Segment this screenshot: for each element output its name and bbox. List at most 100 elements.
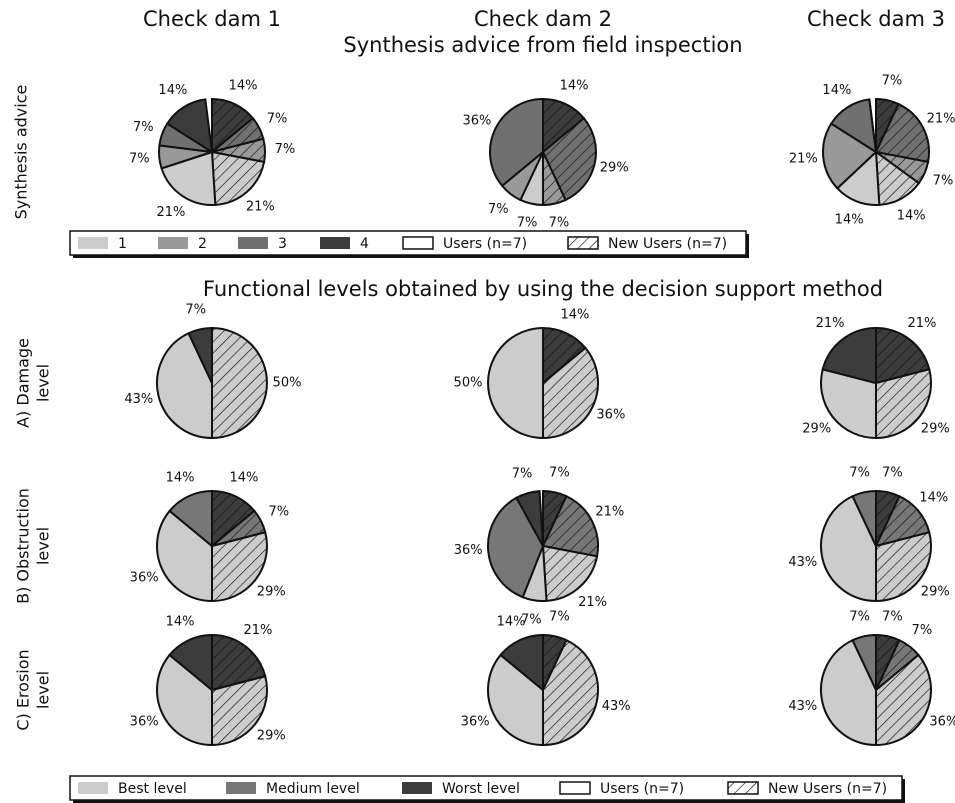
- slice-label: 43%: [124, 392, 153, 407]
- pie-slice: [541, 544, 599, 602]
- slice-label: 7%: [849, 609, 870, 624]
- legend-swatch: [158, 237, 188, 249]
- legend-label: Users (n=7): [443, 236, 527, 252]
- slice-label: 14%: [497, 615, 526, 630]
- slice-label: 36%: [596, 407, 625, 422]
- pie-slice: [820, 494, 877, 603]
- pie-slice: [156, 331, 213, 440]
- row-label: level: [34, 671, 53, 709]
- slice-label: 7%: [275, 142, 296, 157]
- slice-label: 14%: [229, 471, 258, 486]
- pie-slice: [187, 326, 213, 384]
- legend-label: 1: [118, 236, 127, 252]
- pie-slice: [820, 638, 877, 747]
- pie-slice: [489, 97, 544, 188]
- legend-swatch: [567, 236, 599, 250]
- slice-label: 43%: [788, 699, 817, 714]
- slice-label: 14%: [919, 491, 948, 506]
- pie-slice: [160, 150, 217, 206]
- slice-label: 29%: [921, 421, 950, 436]
- pie-slice: [542, 346, 599, 440]
- slice-label: 36%: [130, 570, 159, 585]
- pie-slice: [875, 653, 932, 747]
- slice-label: 14%: [158, 83, 187, 98]
- slice-label: 7%: [549, 216, 570, 231]
- slice-label: 50%: [273, 376, 302, 391]
- slice-label: 14%: [229, 78, 258, 93]
- slice-label: 29%: [257, 584, 286, 599]
- pie-slice: [487, 653, 544, 747]
- slice-label: 21%: [578, 595, 607, 610]
- legend-box: [69, 775, 903, 801]
- slice-label: 14%: [166, 471, 195, 486]
- pie-slice: [168, 633, 213, 693]
- slice-label: 7%: [549, 609, 570, 624]
- slice-label: 21%: [244, 623, 273, 638]
- slice-label: 21%: [927, 111, 955, 126]
- pie-slice: [829, 98, 878, 154]
- slice-label: 29%: [600, 160, 629, 175]
- slice-label: 21%: [246, 199, 275, 214]
- slice-label: 7%: [129, 151, 150, 166]
- row-label: level: [34, 364, 53, 402]
- slice-label: 7%: [512, 466, 533, 481]
- pie-slice: [210, 150, 266, 206]
- slice-label: 29%: [802, 421, 831, 436]
- pie-slice: [165, 98, 214, 154]
- pie-slice: [515, 490, 544, 547]
- section-title: Synthesis advice from field inspection: [343, 33, 742, 57]
- slice-label: 14%: [897, 208, 926, 223]
- section-title: Functional levels obtained by using the …: [203, 277, 883, 301]
- pie-slice: [875, 326, 931, 385]
- legend-label: 2: [198, 236, 207, 252]
- legend-swatch: [402, 236, 434, 250]
- slice-label: 36%: [130, 714, 159, 729]
- slice-label: 21%: [908, 316, 937, 331]
- legend-swatch: [78, 782, 108, 794]
- legend-label: New Users (n=7): [608, 236, 727, 252]
- row-label: level: [34, 527, 53, 565]
- row-label: C) Erosion: [14, 649, 33, 730]
- pie-slice: [821, 326, 877, 385]
- pie-slice: [875, 531, 932, 603]
- slice-label: 7%: [912, 623, 933, 638]
- pie-slice: [156, 653, 213, 747]
- slice-label: 14%: [166, 615, 195, 630]
- slice-label: 50%: [454, 376, 483, 391]
- slice-label: 36%: [462, 113, 491, 128]
- slice-label: 21%: [157, 205, 186, 220]
- slice-label: 29%: [257, 728, 286, 743]
- legend-label: Medium level: [266, 781, 360, 797]
- legend-label: Worst level: [442, 781, 520, 797]
- column-title: Check dam 3: [807, 7, 945, 31]
- slice-label: 7%: [267, 111, 288, 126]
- slice-label: 7%: [517, 216, 538, 231]
- column-title: Check dam 2: [474, 7, 612, 31]
- legend-swatch: [727, 781, 759, 795]
- slice-label: 7%: [882, 465, 903, 480]
- legend-label: 3: [278, 236, 287, 252]
- slice-label: 7%: [849, 465, 870, 480]
- pie-slice: [211, 633, 267, 692]
- slice-label: 21%: [789, 151, 818, 166]
- slice-label: 7%: [133, 120, 154, 135]
- pie-slice: [875, 368, 932, 440]
- slice-label: 14%: [560, 78, 589, 93]
- slice-label: 36%: [461, 714, 490, 729]
- slice-label: 7%: [549, 465, 570, 480]
- pie-slice: [211, 675, 268, 747]
- row-label: B) Obstruction: [14, 488, 33, 604]
- slice-label: 7%: [882, 73, 903, 88]
- slice-label: 7%: [521, 613, 542, 628]
- pie-slice: [211, 531, 268, 603]
- slice-label: 43%: [602, 699, 631, 714]
- pie-slice: [156, 509, 213, 603]
- column-title: Check dam 1: [143, 7, 281, 31]
- slice-label: 7%: [488, 202, 509, 217]
- pie-slice: [499, 633, 544, 693]
- slice-label: 7%: [185, 302, 206, 317]
- row-label: Synthesis advice: [12, 85, 31, 220]
- pie-slice: [541, 494, 599, 558]
- legend-swatch: [78, 237, 108, 249]
